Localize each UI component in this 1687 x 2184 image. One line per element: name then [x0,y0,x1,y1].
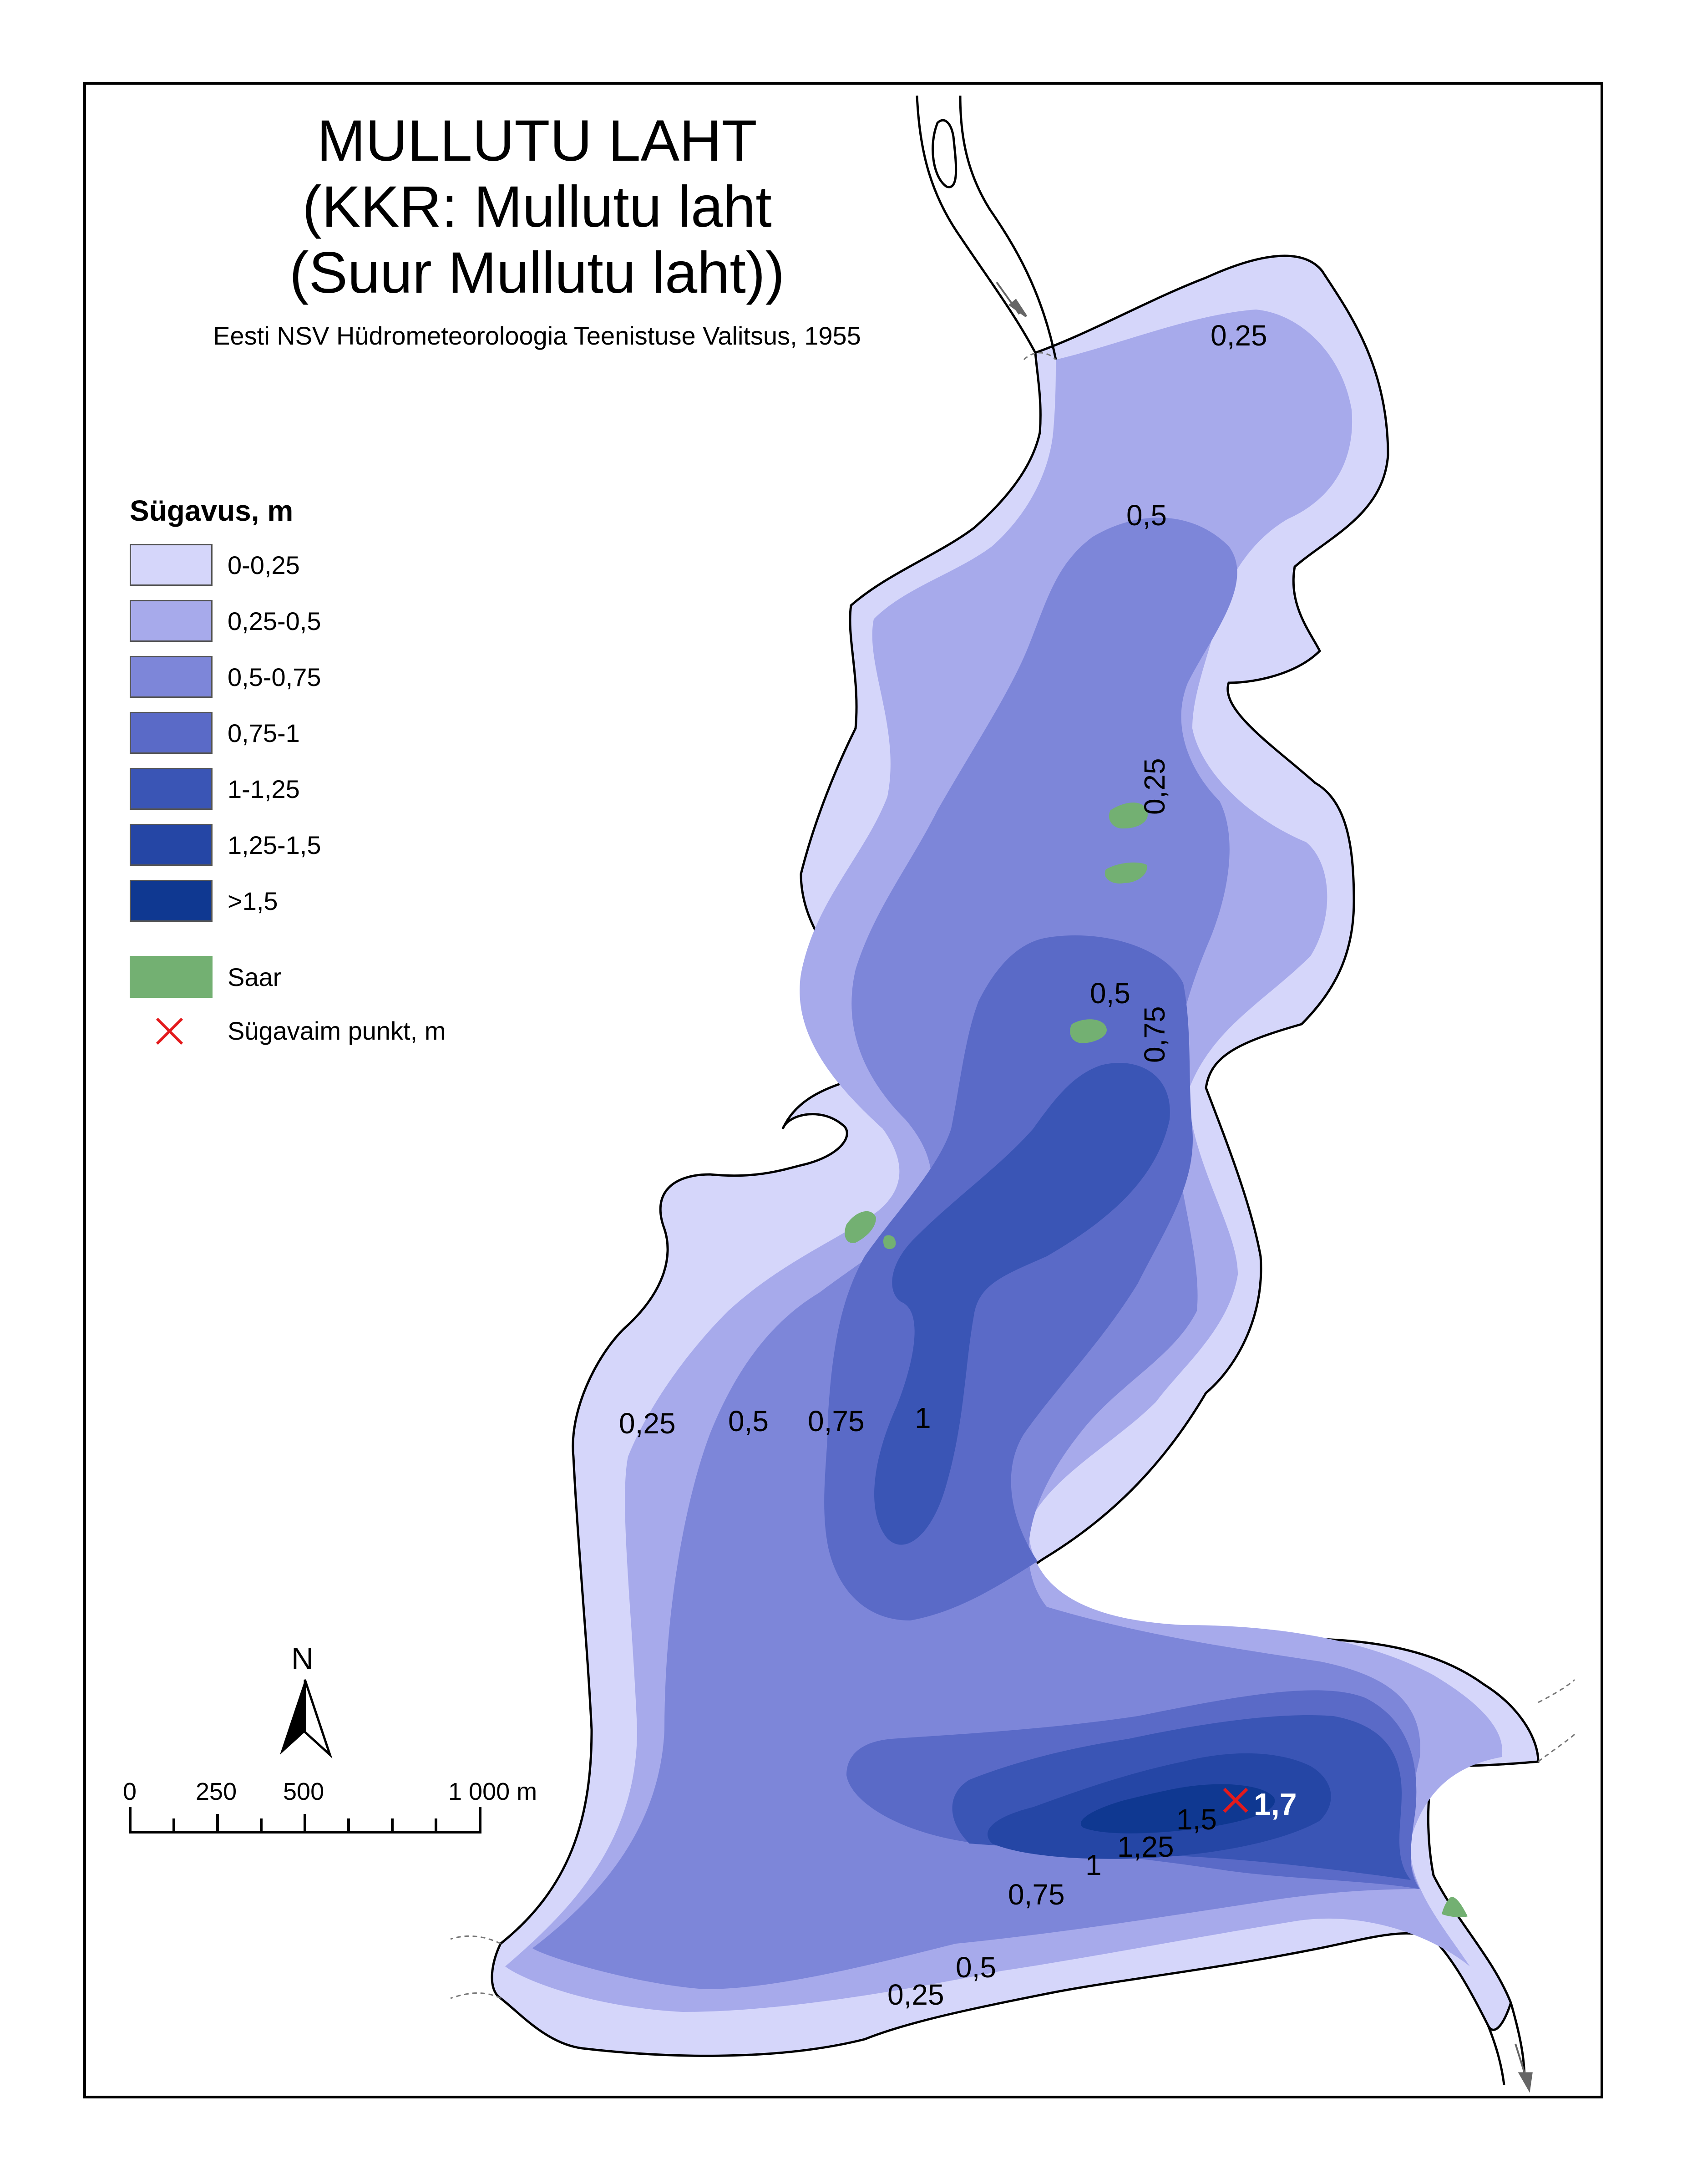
legend-label: Saar [228,963,282,991]
map-subtitle: Eesti NSV Hüdrometeoroloogia Teenistuse … [213,321,861,350]
deepest-point-value: 1,7 [1254,1787,1297,1822]
legend-title: Sügavus, m [130,494,294,527]
outflow-stream [1487,1679,1576,2093]
contour-label: 0,5 [1126,499,1167,532]
scale-label: 500 [283,1778,324,1805]
legend-island-swatch [130,956,213,998]
map-title-line-1: MULLUTU LAHT [317,108,757,173]
legend-label: 0,25-0,5 [228,607,321,635]
inflow-stream [916,95,1057,361]
island [845,1211,876,1243]
contour-label: 0,25 [887,1978,944,2011]
legend-swatch [130,824,213,866]
legend-deepest-marker-icon [156,1017,183,1045]
island [883,1235,896,1249]
scale-label: 0 [123,1778,137,1805]
legend-swatch [130,544,213,586]
scale-label: 1 000 m [448,1778,537,1805]
legend-label: 0-0,25 [228,551,300,579]
contour-label: 0,25 [1138,758,1171,815]
legend-label: Sügavaim punkt, m [228,1016,446,1045]
contour-label: 0,5 [956,1951,996,1984]
island [1104,862,1147,884]
contour-label: 0,75 [808,1405,865,1437]
legend-swatch [130,768,213,810]
lake-depth-over-15 [1080,1784,1275,1834]
legend-label: 1-1,25 [228,775,300,803]
legend-swatch [130,880,213,922]
contour-label: 0,5 [728,1405,769,1437]
legend-label: 1,25-1,5 [228,831,321,859]
legend-swatch [130,656,213,698]
contour-label: 0,25 [619,1407,676,1440]
legend-label: 0,5-0,75 [228,663,321,691]
contour-label: 1 [1085,1849,1102,1881]
island [1109,802,1148,829]
contour-label: 1 [915,1402,931,1434]
map-frame [83,82,1603,2098]
legend-swatch [130,712,213,754]
island [1442,1897,1468,1918]
map-title-line-3: (Suur Mullutu laht)) [289,240,785,305]
contour-label: 0,75 [1138,1006,1171,1063]
island [1070,1019,1107,1043]
deepest-point-marker [1223,1788,1248,1813]
contour-label: 0,75 [1008,1878,1065,1911]
legend-label: >1,5 [228,887,278,915]
north-arrow-letter: N [291,1641,314,1676]
contour-label: 1,25 [1117,1830,1174,1863]
scale-bar [129,1807,481,1834]
islands [845,802,1468,1918]
lake-depth-075-1 [824,935,1420,1889]
contour-label: 0,5 [1090,977,1130,1010]
north-arrow-icon [280,1679,333,1759]
map-title-line-2: (KKR: Mullutu laht [302,174,772,239]
legend-swatch [130,600,213,642]
legend-label: 0,75-1 [228,719,300,747]
southwest-channel [450,1935,501,1999]
lake-depth-1-125 [874,1063,1411,1880]
scale-label: 250 [196,1778,237,1805]
contour-label: 0,25 [1211,319,1267,352]
contour-label: 1,5 [1176,1803,1217,1836]
